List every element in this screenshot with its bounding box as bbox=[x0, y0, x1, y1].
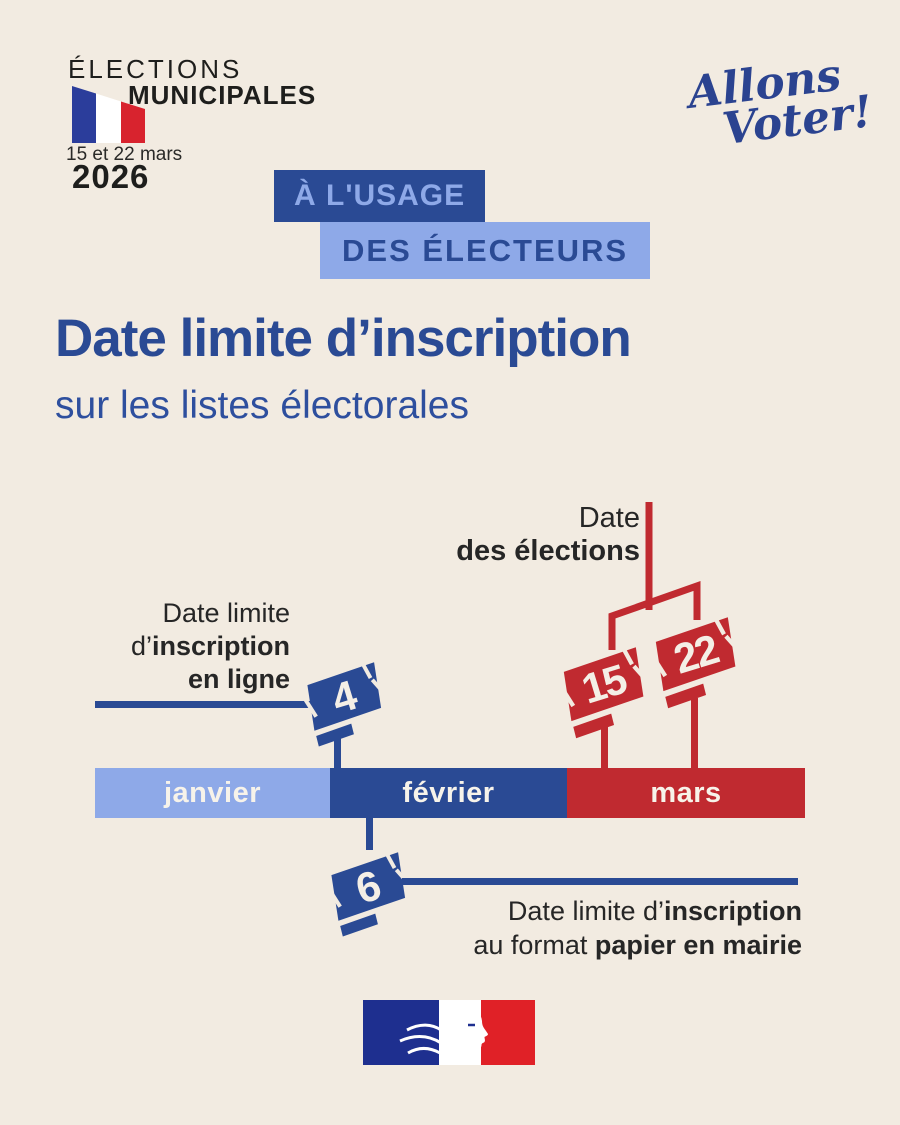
marianne-logo bbox=[363, 1000, 535, 1065]
online-label-line2: d’inscription bbox=[130, 631, 290, 661]
paper-label-line1: Date limite d’inscription bbox=[507, 896, 802, 926]
logo-title-line2: MUNICIPALES bbox=[128, 80, 317, 110]
month-label-janvier: janvier bbox=[164, 776, 261, 809]
usage-badge-primary: À L'USAGE bbox=[274, 170, 486, 222]
month-segment-janvier: janvier bbox=[95, 768, 330, 818]
elections-bracket bbox=[608, 502, 701, 650]
elections-label-line2: des élections bbox=[456, 535, 640, 567]
elections-label-line1: Date bbox=[578, 502, 640, 534]
online-deadline-label: Date limite d’inscription en ligne bbox=[58, 597, 290, 696]
logo-title-line1: ÉLECTIONS bbox=[68, 54, 243, 84]
marianne-profile-icon bbox=[441, 1007, 488, 1065]
paper-deadline-label: Date limite d’inscription au format papi… bbox=[430, 894, 802, 962]
paper-deadline-stem bbox=[366, 818, 373, 850]
online-deadline-connector-line bbox=[95, 701, 317, 708]
page-title: Date limite d’inscription bbox=[55, 309, 632, 368]
paper-label-line2: au format papier en mairie bbox=[473, 930, 802, 960]
month-label-mars: mars bbox=[650, 776, 722, 809]
election-day-stem-15 bbox=[601, 724, 608, 768]
french-flag-icon bbox=[72, 86, 145, 143]
page-subtitle: sur les listes électorales bbox=[55, 384, 469, 427]
logo-year: 2026 bbox=[72, 158, 150, 195]
usage-badge-secondary: DES ÉLECTEURS bbox=[320, 222, 651, 279]
month-segment-fevrier: février bbox=[330, 768, 567, 818]
paper-deadline-connector-line bbox=[402, 878, 798, 885]
day-badge-4: 4 bbox=[302, 657, 388, 747]
month-label-fevrier: février bbox=[402, 776, 495, 809]
day-badge-22: 22 bbox=[650, 612, 743, 709]
online-label-line1: Date limite bbox=[162, 598, 290, 628]
day-badge-6: 6 bbox=[326, 847, 412, 937]
month-segment-mars: mars bbox=[567, 768, 805, 818]
allons-voter-logo: Allons Voter! bbox=[685, 49, 875, 156]
timeline-bar: janvier février mars bbox=[95, 768, 805, 818]
logo-dates: 15 et 22 mars bbox=[66, 144, 183, 165]
elections-date-label: Date des élections bbox=[420, 502, 640, 568]
election-day-stem-22 bbox=[691, 698, 698, 768]
online-deadline-stem bbox=[334, 733, 341, 768]
online-label-line3: en ligne bbox=[187, 664, 290, 694]
day-badge-15: 15 bbox=[558, 642, 651, 739]
